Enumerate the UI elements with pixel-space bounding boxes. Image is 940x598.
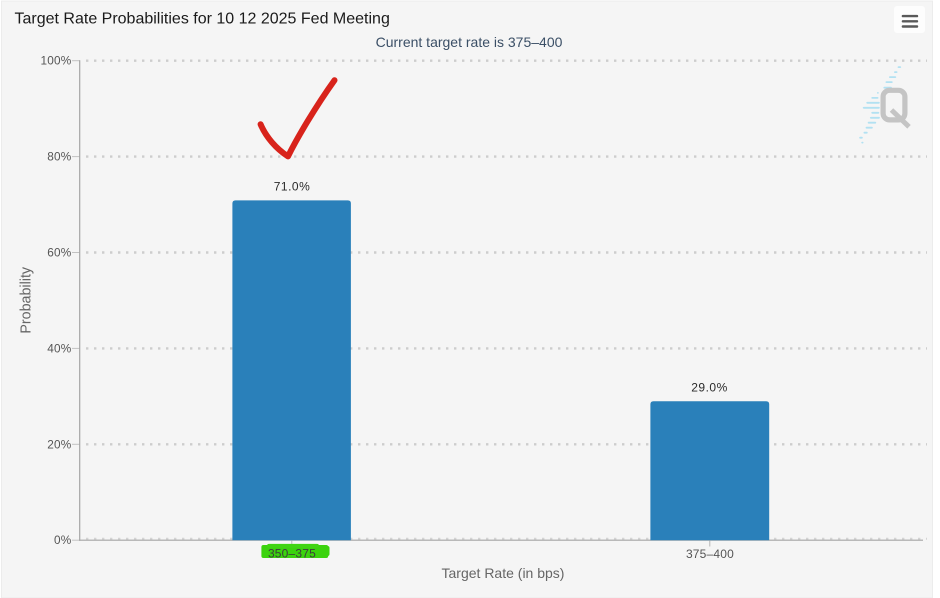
svg-text:0%: 0% [54, 533, 72, 547]
svg-text:40%: 40% [47, 342, 72, 356]
svg-text:Target Rate Probabilities for: Target Rate Probabilities for 10 12 2025… [15, 11, 390, 28]
svg-text:Probability: Probability [19, 266, 35, 334]
svg-text:29.0%: 29.0% [691, 381, 728, 395]
svg-text:100%: 100% [41, 54, 72, 68]
svg-text:80%: 80% [47, 150, 72, 164]
svg-text:60%: 60% [47, 246, 72, 260]
svg-text:Current target rate is 375–400: Current target rate is 375–400 [376, 34, 563, 50]
svg-text:71.0%: 71.0% [274, 180, 311, 194]
svg-text:20%: 20% [47, 438, 72, 452]
svg-text:Target Rate (in bps): Target Rate (in bps) [442, 565, 565, 581]
svg-text:350–375: 350–375 [268, 547, 316, 561]
svg-text:375–400: 375–400 [686, 547, 734, 561]
